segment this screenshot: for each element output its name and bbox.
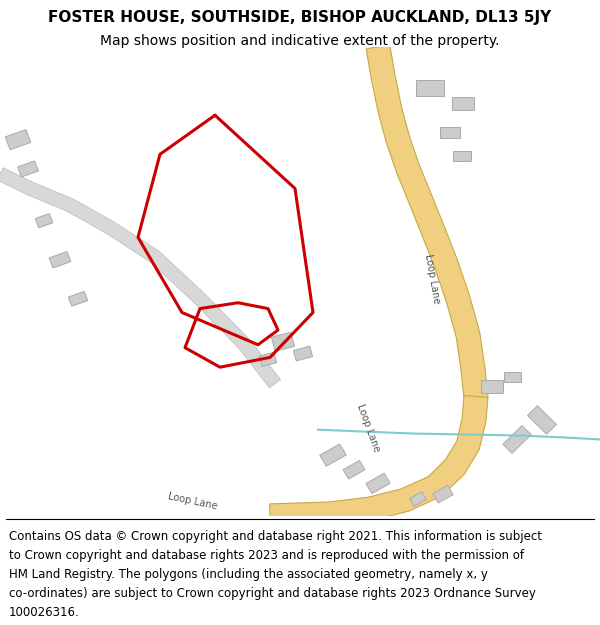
Bar — [503, 372, 521, 382]
Bar — [527, 406, 556, 434]
Bar — [440, 127, 460, 138]
Bar — [320, 444, 346, 466]
Text: Loop Lane: Loop Lane — [355, 402, 381, 453]
Text: Loop Lane: Loop Lane — [423, 254, 441, 305]
Bar — [481, 381, 503, 393]
Polygon shape — [366, 45, 488, 399]
Text: Loop Lane: Loop Lane — [167, 491, 218, 511]
Bar — [452, 97, 474, 110]
Text: FOSTER HOUSE, SOUTHSIDE, BISHOP AUCKLAND, DL13 5JY: FOSTER HOUSE, SOUTHSIDE, BISHOP AUCKLAND… — [49, 10, 551, 25]
Text: 100026316.: 100026316. — [9, 606, 80, 619]
Bar — [5, 129, 31, 150]
Text: co-ordinates) are subject to Crown copyright and database rights 2023 Ordnance S: co-ordinates) are subject to Crown copyr… — [9, 588, 536, 600]
Polygon shape — [269, 396, 488, 528]
Bar — [271, 332, 295, 351]
Bar — [35, 214, 53, 228]
Bar — [416, 80, 444, 96]
Bar — [410, 492, 427, 506]
Text: HM Land Registry. The polygons (including the associated geometry, namely x, y: HM Land Registry. The polygons (includin… — [9, 568, 488, 581]
Bar — [17, 161, 38, 177]
Bar — [453, 151, 471, 161]
Bar — [503, 426, 531, 453]
Text: Map shows position and indicative extent of the property.: Map shows position and indicative extent… — [100, 34, 500, 48]
Bar — [259, 352, 277, 366]
Bar — [433, 486, 453, 503]
Bar — [366, 473, 390, 494]
Bar — [49, 251, 71, 268]
Bar — [68, 291, 88, 306]
Polygon shape — [0, 168, 281, 388]
Bar — [293, 346, 313, 361]
Text: to Crown copyright and database rights 2023 and is reproduced with the permissio: to Crown copyright and database rights 2… — [9, 549, 524, 562]
Text: Contains OS data © Crown copyright and database right 2021. This information is : Contains OS data © Crown copyright and d… — [9, 530, 542, 543]
Bar — [343, 461, 365, 479]
